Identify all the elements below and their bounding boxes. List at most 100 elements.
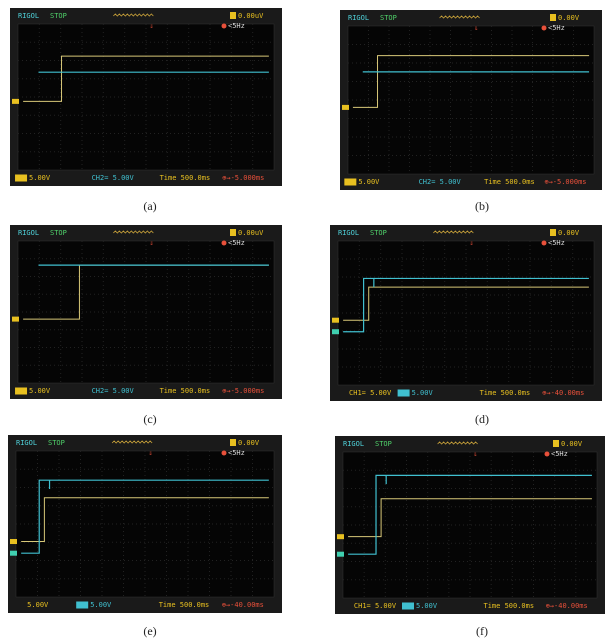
ch2-marker (10, 550, 17, 556)
ch2-trace (343, 277, 589, 333)
status-readout: 5.00V (416, 602, 438, 610)
ch-badge (550, 14, 556, 21)
status-readout: ⊕→-40.00ms (542, 389, 584, 397)
frequency: <5Hz (228, 239, 245, 247)
freq-dot (221, 240, 227, 246)
ch-badge (230, 439, 236, 446)
timebase-bar (113, 13, 154, 17)
status-readout: Time 500.0ms (160, 387, 211, 395)
scope-screen: RIGOL STOP ⇓ 0.00uV <5Hz 5.00V CH2= 5.00V Time … (10, 8, 282, 186)
ch2-trace (21, 479, 269, 554)
channel-highlight (344, 178, 357, 186)
status-readout: CH1= 5.00V (349, 389, 392, 397)
channel-highlight (15, 387, 28, 395)
status-readout: Time 500.0ms (480, 389, 531, 397)
run-state: STOP (375, 440, 392, 448)
ch1-trace (21, 497, 269, 543)
status-readout: ⊕→-5.000ms (544, 178, 586, 186)
run-state: STOP (50, 12, 67, 20)
timebase-bar (439, 15, 480, 19)
run-state: STOP (48, 439, 65, 447)
frequency: <5Hz (548, 239, 565, 247)
panel-caption: (d) (475, 412, 489, 426)
trigger-level: 0.00V (558, 229, 580, 237)
channel-highlight (397, 389, 410, 397)
status-readout: 5.00V (412, 389, 434, 397)
ch2-marker (337, 551, 344, 557)
trigger-level: 0.00uV (238, 12, 264, 20)
run-state: STOP (50, 229, 67, 237)
ch1-marker (12, 316, 19, 322)
brand: RIGOL (348, 14, 369, 22)
ch1-trace (348, 498, 592, 538)
panel-caption: (c) (143, 412, 156, 426)
freq-dot (544, 451, 550, 457)
freq-dot (221, 450, 227, 456)
trigger-level: 0.00V (558, 14, 580, 22)
trigger-level: 0.00V (238, 439, 260, 447)
status-readout: 5.00V (27, 601, 49, 609)
status-readout: Time 500.0ms (484, 602, 535, 610)
brand: RIGOL (343, 440, 364, 448)
status-readout: ⊕→-40.00ms (222, 601, 264, 609)
frequency: <5Hz (548, 24, 565, 32)
ch1-marker (10, 539, 17, 545)
scope-screen: RIGOL STOP ⇓ 0.00uV <5Hz 5.00V CH2= 5.00V Time … (10, 225, 282, 399)
ch-badge (230, 12, 236, 19)
status-readout: 5.00V (29, 387, 51, 395)
trigger-marker: ⇓ (474, 24, 478, 32)
status-readout: CH2= 5.00V (92, 174, 135, 182)
ch-badge (553, 440, 559, 447)
brand: RIGOL (338, 229, 359, 237)
status-readout: 5.00V (29, 174, 51, 182)
status-readout: 5.00V (90, 601, 112, 609)
timebase-bar (433, 230, 474, 234)
status-readout: ⊕→-5.000ms (222, 174, 264, 182)
panel-caption: (f) (476, 624, 488, 638)
trigger-level: 0.00V (561, 440, 583, 448)
scope-screen: RIGOL STOP ⇓ 0.00V <5Hz CH1= 5.00V 5.00V Time 5… (330, 225, 602, 401)
status-readout: CH1= 5.00V (354, 602, 397, 610)
trigger-level: 0.00uV (238, 229, 264, 237)
ch1-trace (23, 55, 269, 102)
trigger-marker: ⇓ (473, 450, 477, 458)
ch1-marker (342, 104, 349, 110)
frequency: <5Hz (551, 450, 568, 458)
freq-dot (541, 25, 547, 31)
run-state: STOP (380, 14, 397, 22)
frequency: <5Hz (228, 22, 245, 30)
ch2-trace (348, 474, 592, 555)
scope-screen: RIGOL STOP ⇓ 0.00V <5Hz 5.00V 5.00V Time 500.0m… (8, 435, 282, 613)
ch-badge (550, 229, 556, 236)
status-readout: CH2= 5.00V (92, 387, 135, 395)
channel-highlight (402, 602, 414, 610)
status-readout: ⊕→-5.000ms (222, 387, 264, 395)
timebase-bar (111, 440, 153, 444)
frequency: <5Hz (228, 449, 245, 457)
freq-dot (541, 240, 547, 246)
run-state: STOP (370, 229, 387, 237)
ch1-trace (352, 55, 590, 108)
timebase-bar (113, 230, 154, 234)
panel-caption: (e) (143, 624, 156, 638)
brand: RIGOL (18, 12, 39, 20)
brand: RIGOL (18, 229, 39, 237)
status-readout: CH2= 5.00V (419, 178, 462, 186)
trigger-marker: ⇓ (469, 239, 473, 247)
trigger-marker: ⇓ (149, 239, 153, 247)
status-readout: Time 500.0ms (159, 601, 210, 609)
channel-highlight (15, 174, 28, 182)
panel-caption: (a) (143, 199, 156, 213)
timebase-bar (437, 441, 478, 445)
trigger-marker: ⇓ (149, 22, 153, 30)
status-readout: Time 500.0ms (484, 178, 535, 186)
panel-caption: (b) (475, 199, 489, 213)
channel-highlight (76, 601, 89, 609)
brand: RIGOL (16, 439, 37, 447)
trigger-marker: ⇓ (148, 449, 152, 457)
status-readout: 5.00V (358, 178, 380, 186)
scope-screen: RIGOL STOP ⇓ 0.00V <5Hz CH1= 5.00V 5.00V Time 5… (335, 436, 605, 614)
ch1-marker (337, 534, 344, 540)
freq-dot (221, 23, 227, 29)
